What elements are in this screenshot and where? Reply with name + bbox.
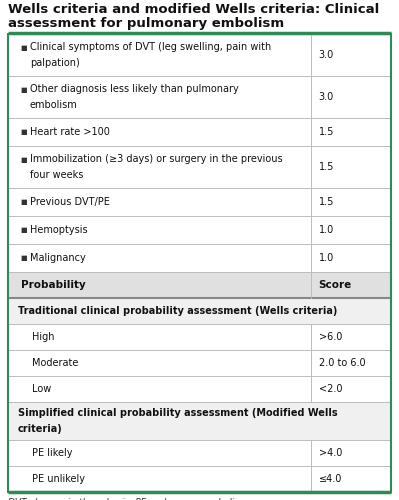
Text: Clinical symptoms of DVT (leg swelling, pain with: Clinical symptoms of DVT (leg swelling, … [30,42,271,51]
Bar [8,324,391,350]
Text: ■: ■ [20,129,27,135]
Bar [8,272,391,298]
Text: 3.0: 3.0 [318,92,334,102]
Text: four weeks: four weeks [30,170,83,179]
Bar [8,350,391,376]
Text: ■: ■ [20,45,27,51]
Text: ■: ■ [20,157,27,163]
Text: Score: Score [318,280,352,290]
Text: 1.5: 1.5 [318,197,334,207]
Text: ■: ■ [20,87,27,93]
Text: Low: Low [32,384,51,394]
Text: palpation): palpation) [30,58,80,68]
Text: Hemoptysis: Hemoptysis [30,225,88,235]
Text: ■: ■ [20,227,27,233]
Bar [8,146,391,188]
Text: ■: ■ [20,199,27,205]
Text: Traditional clinical probability assessment (Wells criteria): Traditional clinical probability assessm… [18,306,338,316]
Bar [8,298,391,324]
Text: Malignancy: Malignancy [30,253,86,263]
Bar [8,118,391,146]
Text: 2.0 to 6.0: 2.0 to 6.0 [318,358,365,368]
Text: Other diagnosis less likely than pulmonary: Other diagnosis less likely than pulmona… [30,84,239,94]
Text: ■: ■ [20,255,27,261]
Bar [8,216,391,244]
Text: embolism: embolism [30,100,78,110]
Text: >6.0: >6.0 [318,332,342,342]
Bar [8,466,391,492]
Bar [8,244,391,272]
Bar [8,188,391,216]
Text: Previous DVT/PE: Previous DVT/PE [30,197,110,207]
Text: Probability: Probability [21,280,86,290]
Text: Moderate: Moderate [32,358,78,368]
Text: assessment for pulmonary embolism: assessment for pulmonary embolism [8,17,284,30]
Text: Heart rate >100: Heart rate >100 [30,127,110,137]
Text: 1.0: 1.0 [318,253,334,263]
Text: ≤4.0: ≤4.0 [318,474,342,484]
Text: DVT: deep vein thrombosis; PE: pulmonary embolism.: DVT: deep vein thrombosis; PE: pulmonary… [8,498,251,500]
Text: Simplified clinical probability assessment (Modified Wells: Simplified clinical probability assessme… [18,408,338,418]
Text: <2.0: <2.0 [318,384,342,394]
Text: criteria): criteria) [18,424,63,434]
Text: PE likely: PE likely [32,448,73,458]
Text: 1.5: 1.5 [318,162,334,172]
Text: 3.0: 3.0 [318,50,334,60]
Text: High: High [32,332,55,342]
Text: PE unlikely: PE unlikely [32,474,85,484]
Text: 1.0: 1.0 [318,225,334,235]
Text: Immobilization (≥3 days) or surgery in the previous: Immobilization (≥3 days) or surgery in t… [30,154,282,164]
Bar [8,402,391,440]
Bar [8,376,391,402]
Text: Wells criteria and modified Wells criteria: Clinical: Wells criteria and modified Wells criter… [8,3,379,16]
Text: 1.5: 1.5 [318,127,334,137]
Bar [8,76,391,118]
Bar [8,440,391,466]
Bar [8,34,391,76]
Text: >4.0: >4.0 [318,448,342,458]
